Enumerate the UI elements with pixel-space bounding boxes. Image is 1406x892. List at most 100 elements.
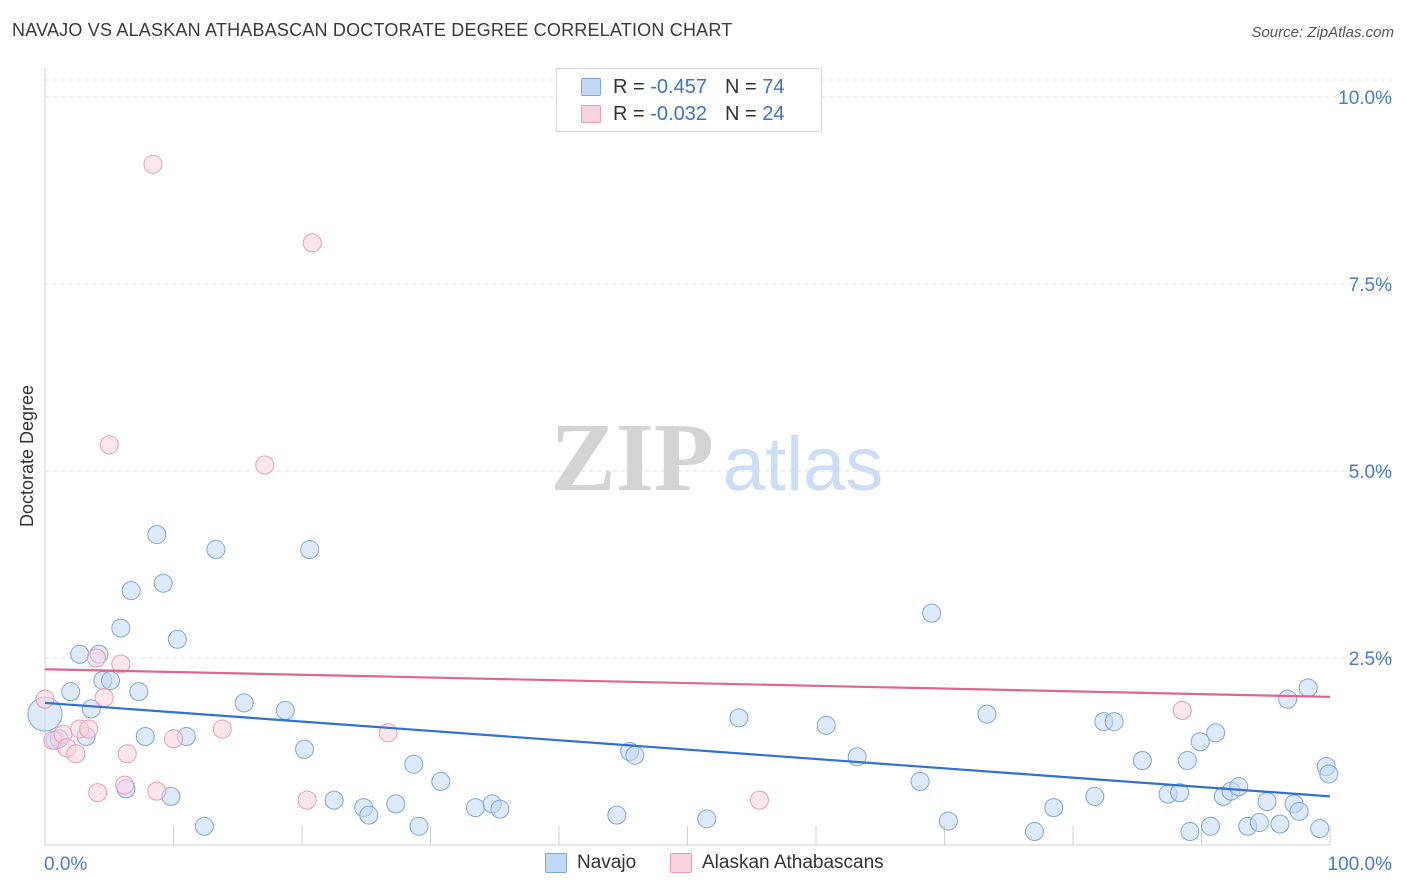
navajo-point: [111, 618, 131, 638]
watermark-zip: ZIP: [550, 404, 713, 512]
legend-alaskan-label: Alaskan Athabascans: [702, 852, 884, 873]
stats-legend: R = -0.457 N = 74 R = -0.032 N = 24: [556, 68, 822, 132]
alaskan-point: [94, 688, 114, 708]
legend-row-navajo: R = -0.457 N = 74: [581, 75, 784, 99]
navajo-point: [1104, 712, 1124, 732]
navajo-point: [977, 704, 997, 724]
alaskan-point: [99, 435, 119, 455]
navajo-point: [816, 715, 836, 735]
alaskan-swatch: [581, 105, 601, 123]
legend-item-alaskan[interactable]: Alaskan Athabascans: [670, 852, 884, 874]
alaskan-point: [111, 654, 131, 674]
navajo-legend-swatch: [545, 853, 567, 873]
watermark: ZIP atlas: [550, 404, 883, 512]
navajo-point: [295, 739, 315, 759]
navajo-point: [147, 525, 167, 545]
x-tick-label: 100.0%: [1328, 854, 1393, 875]
navajo-point: [121, 581, 141, 601]
alaskan-point: [86, 648, 106, 668]
navajo-point: [167, 629, 187, 649]
legend-navajo-label: Navajo: [577, 852, 637, 873]
alaskan-point: [79, 719, 99, 739]
legend-r-label: R =: [613, 75, 645, 98]
legend-row-alaskan: R = -0.032 N = 24: [581, 102, 784, 126]
alaskan-point: [143, 154, 163, 174]
navajo-point: [1177, 750, 1197, 770]
navajo-point: [70, 644, 90, 664]
series-legend: Navajo Alaskan Athabascans: [0, 852, 1406, 878]
alaskan-point: [147, 781, 167, 801]
alaskan-point: [115, 775, 135, 795]
alaskan-trend-line: [44, 668, 1331, 698]
legend-item-navajo[interactable]: Navajo: [545, 852, 636, 874]
navajo-trend-line: [44, 701, 1331, 798]
navajo-point: [386, 794, 406, 814]
legend-n-value: 74: [762, 75, 785, 98]
alaskan-point: [66, 744, 86, 764]
grid-lines: [45, 79, 1392, 659]
navajo-point: [910, 771, 930, 791]
navajo-point: [101, 670, 121, 690]
alaskan-legend-swatch: [670, 853, 692, 873]
navajo-point: [1180, 822, 1200, 842]
navajo-point: [404, 754, 424, 774]
alaskan-point: [117, 744, 137, 764]
trend-lines: [44, 668, 1331, 798]
alaskan-point: [255, 455, 275, 475]
y-tick-label: 7.5%: [1349, 275, 1392, 296]
navajo-point: [607, 805, 627, 825]
navajo-point: [1270, 814, 1290, 834]
x-tick-label: 0.0%: [44, 854, 87, 875]
navajo-point: [234, 693, 254, 713]
y-axis-label: Doctorate Degree: [17, 385, 37, 527]
navajo-point: [1278, 689, 1298, 709]
navajo-point: [1229, 777, 1249, 797]
navajo-point: [409, 816, 429, 836]
navajo-point: [1310, 819, 1330, 839]
axis-ticks: 2.5% 5.0% 7.5% 10.0% 0.0% 100.0%: [44, 88, 1392, 875]
navajo-point: [153, 573, 173, 593]
navajo-point: [1249, 813, 1269, 833]
navajo-point: [729, 708, 749, 728]
legend-r-value: -0.457: [650, 75, 707, 98]
alaskan-point: [88, 783, 108, 803]
navajo-point: [324, 790, 344, 810]
navajo-point: [1190, 732, 1210, 752]
source-label: Source: ZipAtlas.com: [1251, 24, 1394, 41]
navajo-point: [1298, 678, 1318, 698]
navajo-point: [194, 816, 214, 836]
navajo-swatch: [581, 78, 601, 96]
alaskan-point: [297, 790, 317, 810]
y-tick-label: 10.0%: [1338, 88, 1392, 109]
alaskan-point: [35, 689, 55, 709]
y-tick-label: 5.0%: [1349, 462, 1392, 483]
alaskan-point: [164, 729, 183, 749]
navajo-point: [938, 811, 958, 831]
navajo-point: [1289, 801, 1309, 821]
navajo-point: [1319, 764, 1339, 784]
navajo-point: [61, 682, 81, 702]
legend-n-label: N =: [724, 102, 757, 125]
navajo-point: [1085, 786, 1105, 806]
navajo-point: [431, 771, 451, 791]
navajo-point: [490, 799, 510, 819]
navajo-point: [1132, 750, 1152, 770]
navajo-point: [1170, 783, 1190, 803]
navajo-point: [1044, 798, 1064, 818]
navajo-point: [359, 805, 379, 825]
legend-n-value: 24: [762, 102, 785, 125]
navajo-point: [275, 700, 295, 720]
chart-title: NAVAJO VS ALASKAN ATHABASCAN DOCTORATE D…: [12, 20, 733, 40]
navajo-point: [1206, 723, 1226, 743]
alaskan-point: [749, 790, 769, 810]
navajo-point: [129, 682, 149, 702]
alaskan-point: [212, 719, 232, 739]
legend-r-value: -0.032: [650, 102, 707, 125]
navajo-point: [625, 745, 645, 765]
alaskan-point: [302, 233, 322, 253]
navajo-point: [697, 809, 717, 829]
navajo-point: [135, 727, 155, 747]
navajo-point: [300, 540, 320, 560]
navajo-point: [465, 798, 485, 818]
